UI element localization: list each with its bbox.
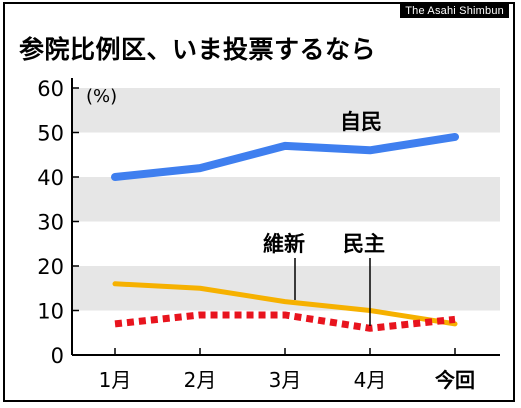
chart-title: 参院比例区、いま投票するなら [19,35,377,64]
grid-band [72,88,500,133]
series-line-minshu [114,311,456,332]
y-tick-label: 30 [37,211,64,235]
y-tick-label: 20 [37,255,64,279]
axes [71,78,500,356]
series-label-jimin: 自民 [340,110,382,134]
series-line-jimin [111,132,459,181]
x-tick-label: 3月 [269,368,302,392]
credit-label: The Asahi Shimbun [400,4,509,18]
grid-band [72,177,500,222]
x-axis-labels: 1月 2月 3月 4月 今回 [99,348,475,392]
series-label-minshu: 民主 [343,232,385,256]
series-layer [111,132,459,332]
series-label-ishin: 維新 [263,232,305,256]
x-tick-label: 2月 [184,368,217,392]
y-tick-label: 40 [37,166,64,190]
x-tick-label: 1月 [99,368,132,392]
series-line-ishin [112,281,458,327]
x-tick-label: 4月 [354,368,387,392]
label-leader-lines [294,258,371,326]
x-tick-label: 今回 [435,368,475,392]
y-axis-ticks: 0 10 20 30 40 50 60 [37,77,79,368]
y-unit-label: (%) [86,86,117,107]
y-tick-label: 60 [37,77,64,101]
y-tick-label: 0 [51,344,64,368]
y-tick-label: 50 [37,122,64,146]
grid-bands [72,88,500,311]
y-tick-label: 10 [37,300,64,324]
